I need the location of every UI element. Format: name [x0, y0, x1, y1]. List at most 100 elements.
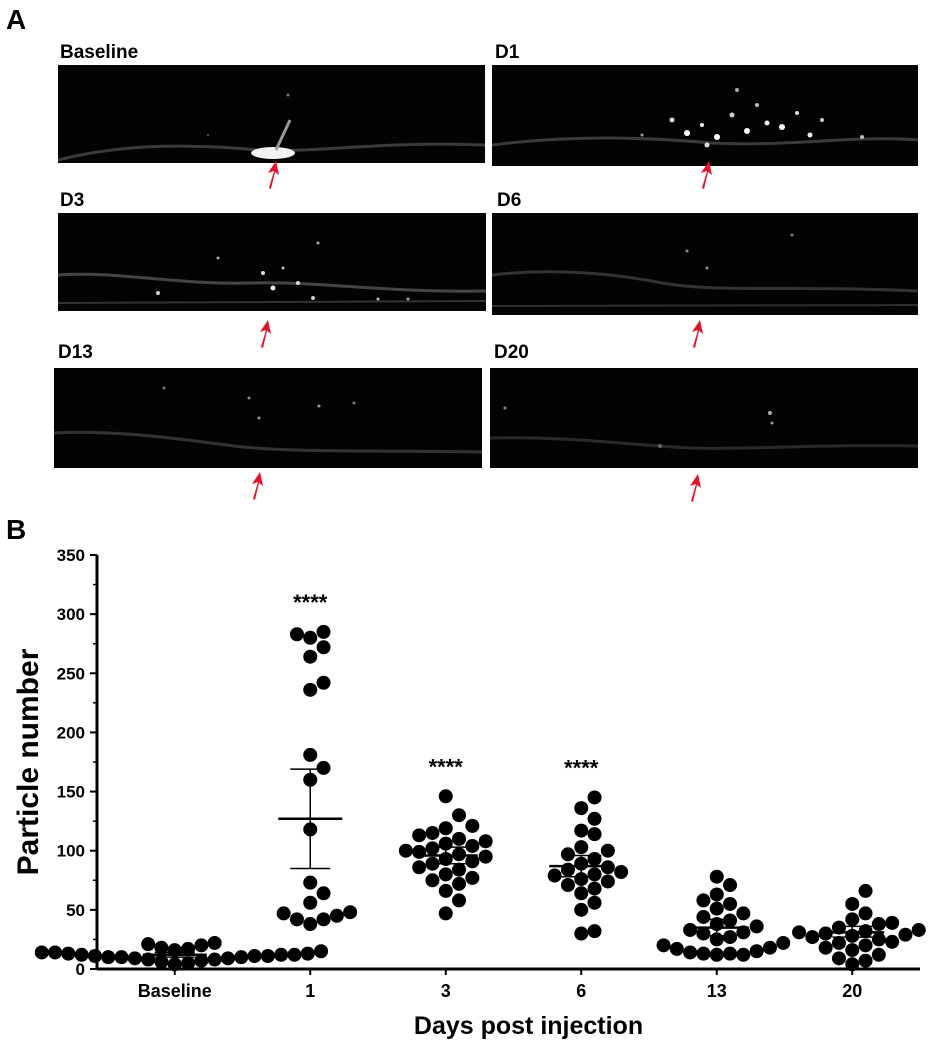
significance-label: ****	[429, 754, 464, 779]
arrow-baseline	[268, 161, 279, 189]
data-point-13	[749, 944, 764, 959]
data-point-6	[587, 895, 602, 910]
x-tick-label: 13	[707, 981, 727, 1001]
data-point-3	[478, 849, 493, 864]
image-label-d1: D1	[495, 42, 520, 63]
micrograph-d6	[492, 213, 918, 315]
data-point-baseline	[48, 945, 63, 960]
data-point-6	[587, 827, 602, 842]
data-point-3	[412, 844, 427, 859]
data-point-6	[587, 790, 602, 805]
data-point-20	[871, 947, 886, 962]
data-point-13	[696, 926, 711, 941]
data-point-13	[669, 941, 684, 956]
micrograph-baseline	[58, 65, 485, 163]
data-point-baseline	[127, 951, 142, 966]
data-point-3	[438, 821, 453, 836]
data-point-3	[412, 860, 427, 875]
data-point-baseline	[207, 952, 222, 967]
data-point-13	[683, 945, 698, 960]
data-point-1	[316, 675, 331, 690]
arrow-d20	[690, 474, 701, 502]
data-point-3	[425, 841, 440, 856]
data-point-13	[762, 940, 777, 955]
data-point-1	[316, 624, 331, 639]
data-point-20	[885, 915, 900, 930]
data-point-baseline	[101, 950, 116, 965]
data-point-20	[871, 932, 886, 947]
y-axis-title: Particle number	[12, 648, 45, 875]
data-point-20	[845, 896, 860, 911]
data-point-6	[587, 881, 602, 896]
data-point-3	[398, 843, 413, 858]
data-point-20	[858, 938, 873, 953]
data-point-6	[560, 847, 575, 862]
data-point-1	[289, 912, 304, 927]
data-point-6	[600, 874, 615, 889]
data-point-3	[452, 893, 467, 908]
data-point-3	[465, 838, 480, 853]
data-point-baseline	[181, 956, 196, 971]
x-tick-label: Baseline	[138, 981, 212, 1001]
data-point-baseline	[260, 948, 275, 963]
data-point-6	[560, 878, 575, 893]
data-point-baseline	[314, 944, 329, 959]
significance-label: ****	[564, 755, 599, 780]
data-point-3	[438, 883, 453, 898]
data-point-baseline	[194, 938, 209, 953]
y-tick-label: 100	[57, 842, 85, 861]
data-point-3	[438, 906, 453, 921]
data-point-3	[412, 828, 427, 843]
image-label-baseline: Baseline	[60, 42, 139, 63]
data-point-1	[303, 630, 318, 645]
data-point-13	[736, 906, 751, 921]
data-point-6	[587, 924, 602, 939]
micrograph-d3	[58, 213, 486, 311]
y-tick-label: 0	[76, 960, 85, 979]
data-point-1	[303, 747, 318, 762]
data-point-13	[709, 947, 724, 962]
data-point-13	[696, 893, 711, 908]
data-point-6	[587, 851, 602, 866]
arrow-d6	[692, 320, 703, 348]
data-point-baseline	[167, 957, 182, 972]
data-point-13	[709, 901, 724, 916]
data-point-20	[818, 940, 833, 955]
arrow-d13	[252, 472, 263, 500]
x-tick-label: 20	[842, 981, 862, 1001]
data-point-baseline	[114, 950, 129, 965]
data-point-baseline	[287, 947, 302, 962]
micrograph-d1	[492, 65, 918, 166]
data-point-1	[316, 912, 331, 927]
data-point-3	[452, 876, 467, 891]
data-point-baseline	[194, 953, 209, 968]
arrow-d1	[701, 161, 712, 189]
data-point-3	[438, 789, 453, 804]
data-point-13	[709, 869, 724, 884]
data-point-baseline	[34, 945, 49, 960]
data-point-6	[547, 868, 562, 883]
data-point-13	[696, 946, 711, 961]
panel-b-letter: B	[6, 514, 27, 545]
image-label-d13: D13	[58, 342, 93, 363]
data-point-20	[898, 927, 913, 942]
data-point-20	[805, 930, 820, 945]
data-point-1	[276, 906, 291, 921]
data-point-1	[303, 875, 318, 890]
data-point-1	[316, 760, 331, 775]
data-point-1	[316, 640, 331, 655]
data-point-20	[831, 951, 846, 966]
particle-number-chart: 0 50 100 150 200 250 300 350 Particle number Base…	[12, 546, 926, 1040]
x-tick-label: 1	[305, 981, 315, 1001]
data-point-3	[465, 854, 480, 869]
data-point-1	[303, 917, 318, 932]
data-point-baseline	[207, 935, 222, 950]
data-point-20	[858, 883, 873, 898]
y-tick-label: 150	[57, 783, 85, 802]
data-point-20	[845, 943, 860, 958]
image-label-d3: D3	[60, 190, 85, 211]
data-point-13	[776, 935, 791, 950]
data-point-3	[452, 862, 467, 877]
arrow-d3	[260, 320, 271, 348]
significance-label: ****	[293, 590, 328, 615]
